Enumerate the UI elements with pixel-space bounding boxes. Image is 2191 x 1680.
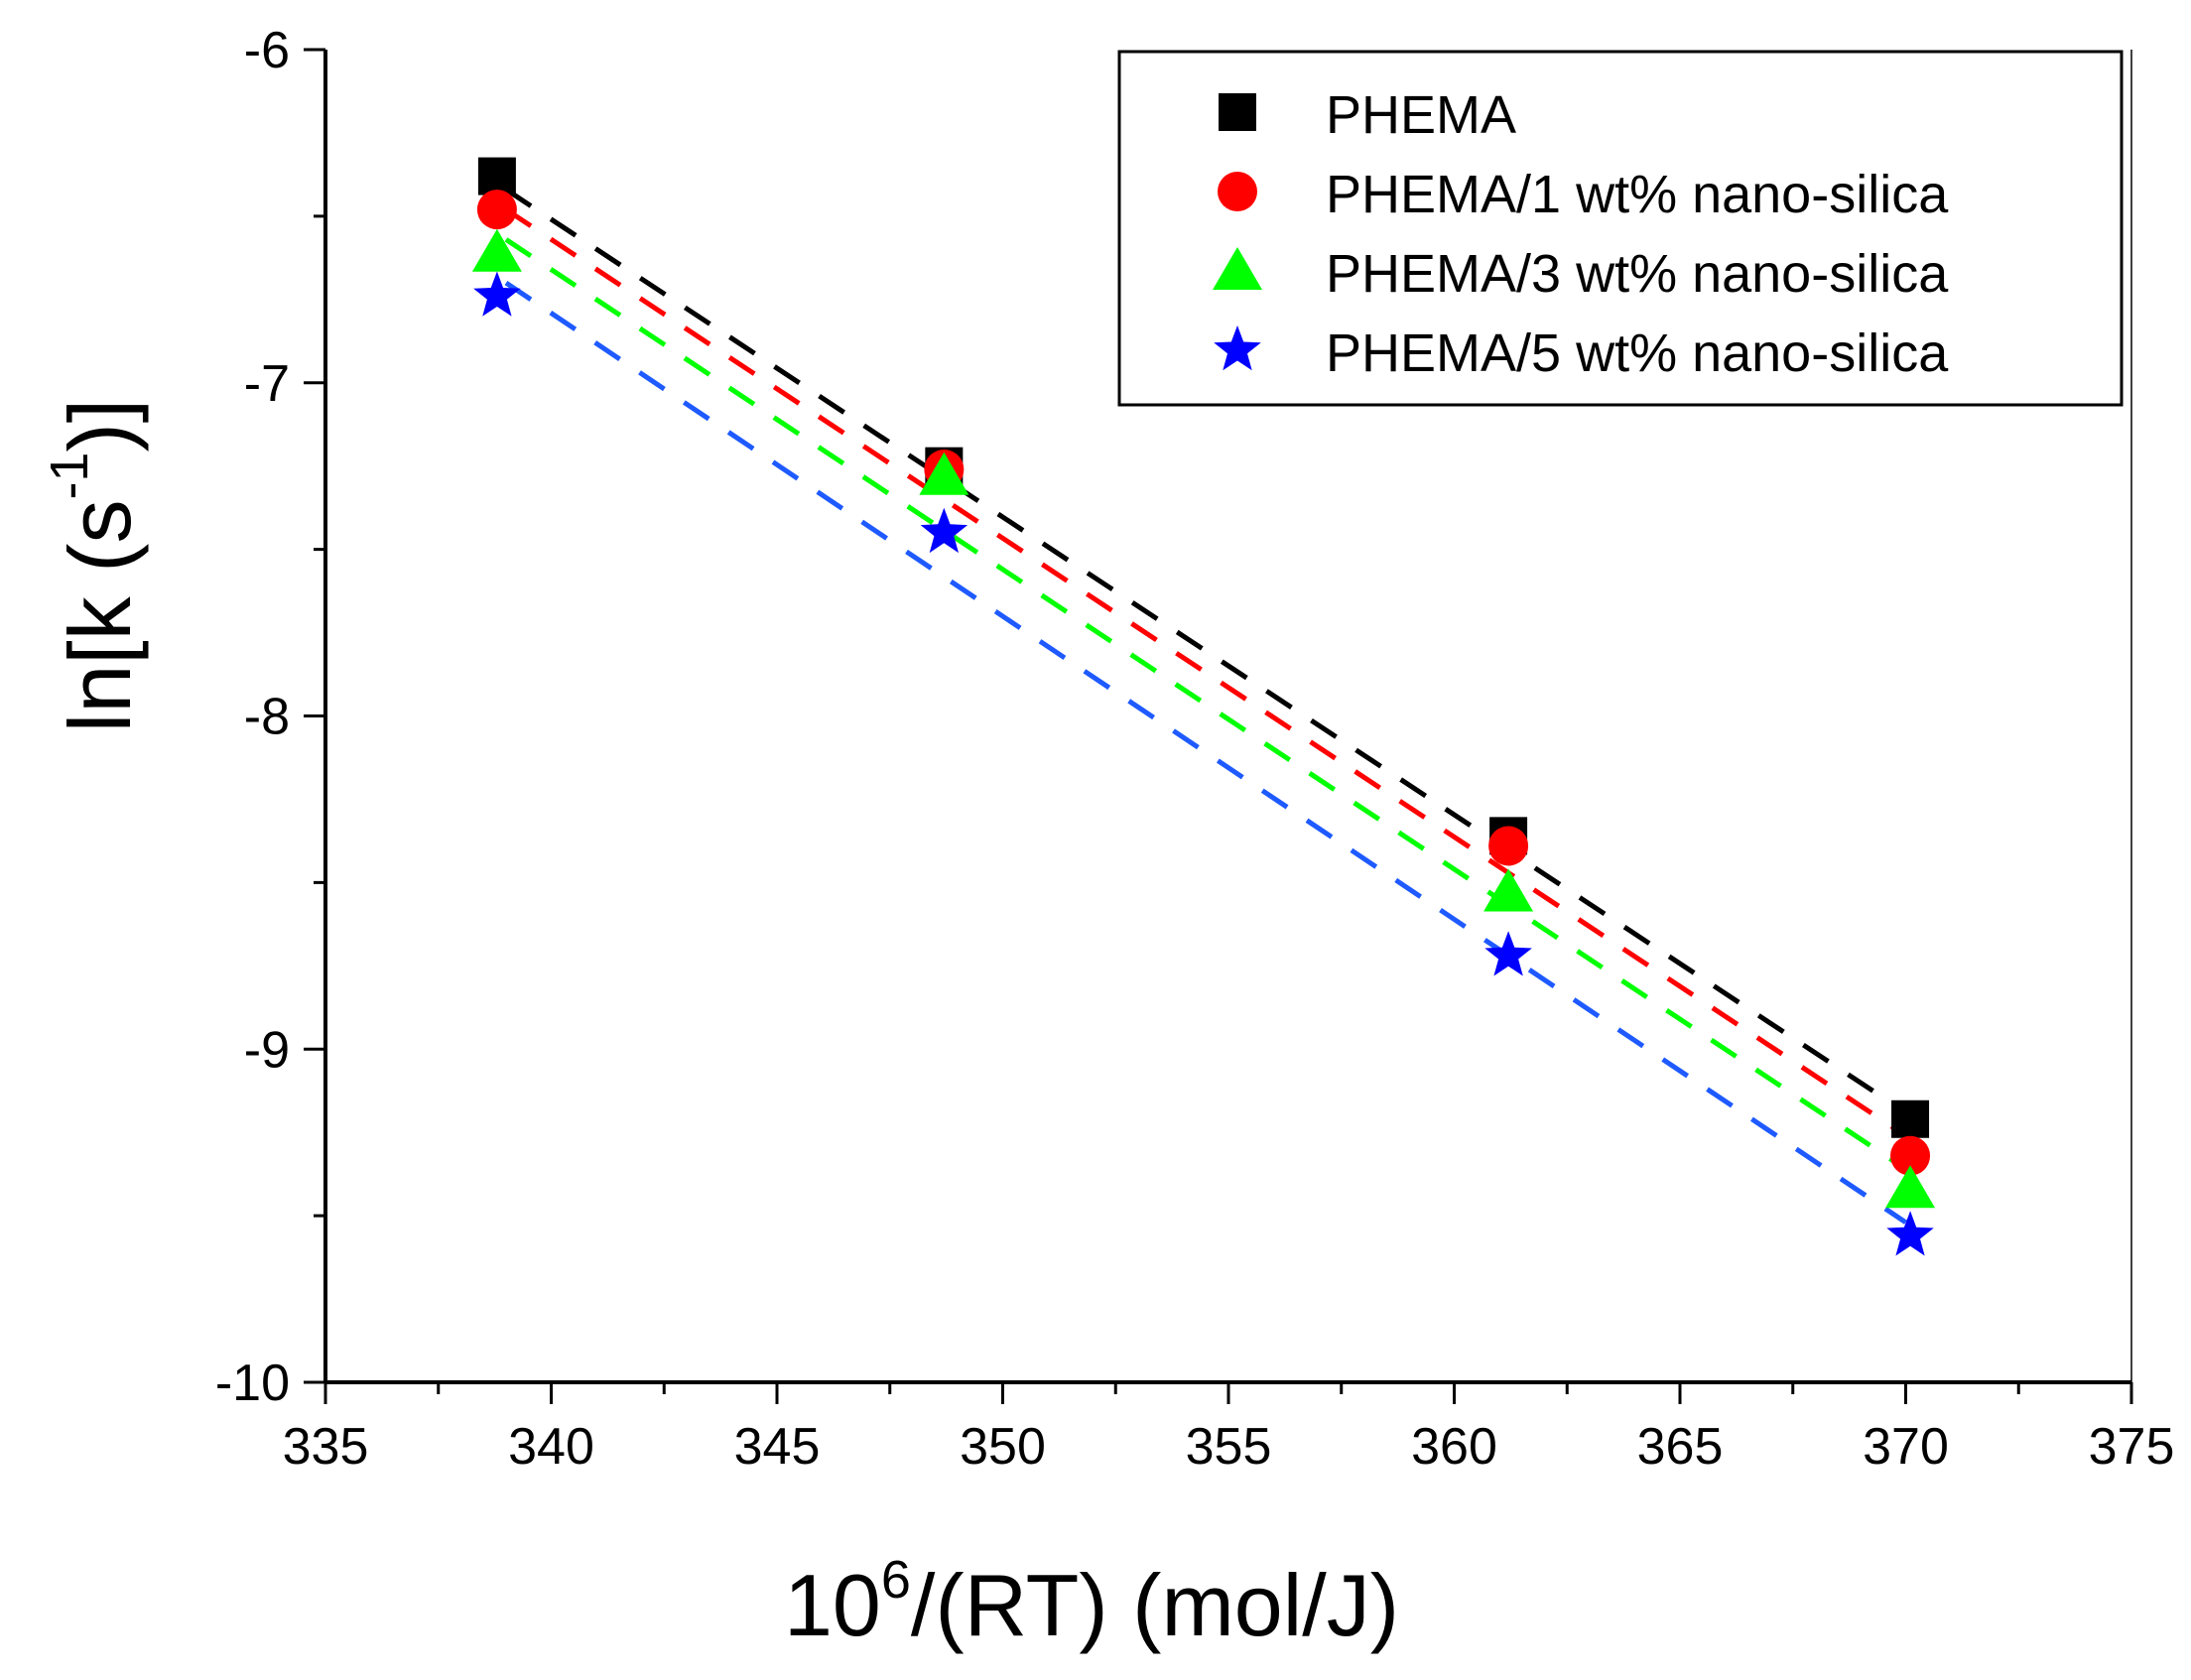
fit-line-series-4	[504, 280, 1907, 1225]
y-tick-label: -9	[244, 1021, 290, 1079]
legend-marker-series-1	[1219, 93, 1256, 131]
y-axis-title: ln[k (s-1)]	[40, 399, 149, 732]
y-tick-label: -6	[244, 22, 290, 79]
data-point-series-2	[1890, 1135, 1931, 1176]
x-tick-label: 375	[2089, 1418, 2175, 1476]
data-point-series-4	[920, 507, 968, 554]
legend-marker-series-2	[1218, 172, 1257, 211]
legend-marker-series-3	[1213, 247, 1262, 290]
x-axis-title-rest: /(RT) (mol/J)	[911, 1556, 1399, 1654]
data-point-series-3	[1483, 868, 1534, 912]
legend-label-series-4: PHEMA/5 wt% nano-silica	[1326, 323, 1949, 383]
y-axis-title-superscript: -1	[40, 452, 99, 500]
legend: PHEMA PHEMA/1 wt% nano-silica PHEMA/3 wt% …	[1117, 50, 2124, 407]
data-point-series-1	[477, 157, 516, 195]
data-point-series-1	[1891, 1099, 1930, 1138]
x-tick-label: 370	[1863, 1418, 1949, 1476]
y-tick-label: -8	[244, 689, 290, 746]
x-tick-label: 350	[960, 1418, 1046, 1476]
x-axis-title-superscript: 6	[881, 1550, 911, 1610]
x-axis-title: 106/(RT) (mol/J)	[784, 1550, 1399, 1654]
data-point-series-2	[476, 190, 517, 230]
x-tick-label: 365	[1637, 1418, 1724, 1476]
data-point-series-4	[1484, 931, 1532, 976]
x-axis-title-base: 10	[784, 1556, 881, 1654]
data-point-series-4	[473, 271, 521, 317]
x-tick-label: 345	[734, 1418, 821, 1476]
y-axis-title-main: ln[k (s	[51, 500, 149, 733]
x-tick-label: 340	[508, 1418, 594, 1476]
data-point-series-3	[1885, 1165, 1936, 1209]
x-tick-label: 360	[1411, 1418, 1497, 1476]
legend-items: PHEMA PHEMA/1 wt% nano-silica PHEMA/3 wt% …	[1213, 85, 1949, 383]
data-point-series-4	[1886, 1211, 1934, 1256]
legend-label-series-2: PHEMA/1 wt% nano-silica	[1326, 165, 1949, 224]
data-markers	[471, 157, 1936, 1256]
legend-marker-series-4	[1214, 325, 1261, 371]
fit-lines	[504, 187, 1907, 1225]
legend-label-series-3: PHEMA/3 wt% nano-silica	[1326, 244, 1949, 304]
y-tick-label: -10	[215, 1355, 290, 1412]
data-point-series-3	[919, 452, 969, 495]
y-axis-title-tail: )]	[51, 399, 149, 452]
y-tick-label: -7	[244, 355, 290, 413]
fit-line-series-2	[504, 207, 1907, 1138]
legend-box	[1117, 50, 2124, 407]
data-point-series-3	[471, 228, 522, 272]
data-point-series-2	[1488, 826, 1529, 866]
fit-line-series-3	[504, 237, 1907, 1172]
x-tick-label: 335	[283, 1418, 369, 1476]
axis-ticks: 335 340 345 350 355 360 365 370 375 -10 -9 -8 -7 -6	[215, 22, 2175, 1476]
legend-label-series-1: PHEMA	[1326, 85, 1516, 145]
fit-line-series-1	[504, 187, 1907, 1115]
x-tick-label: 355	[1186, 1418, 1272, 1476]
